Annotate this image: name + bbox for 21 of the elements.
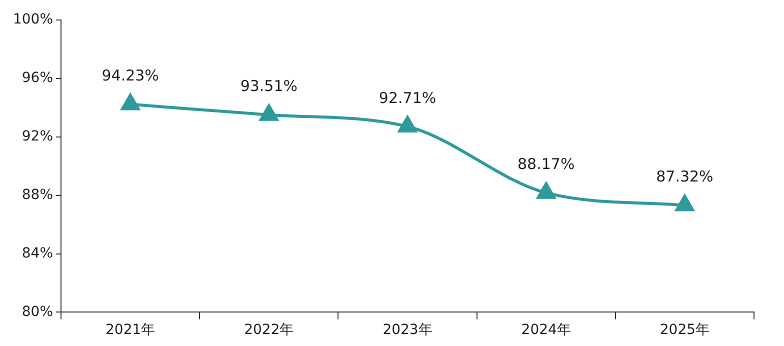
- x-tick-label: 2021年: [106, 322, 156, 338]
- data-label: 94.23%: [102, 66, 159, 85]
- point: [121, 94, 140, 110]
- data-label: 92.71%: [378, 88, 436, 107]
- x-tick-label: 2022年: [244, 322, 294, 338]
- y-tick-label: 100%: [12, 12, 54, 28]
- y-tick-label: 96%: [22, 70, 54, 86]
- point: [398, 116, 417, 133]
- point: [675, 194, 694, 212]
- y-tick-label: 92%: [22, 128, 54, 145]
- data-label: 93.51%: [240, 77, 298, 96]
- y-tick-label: 88%: [22, 186, 54, 203]
- data-label: 88.17%: [518, 155, 575, 174]
- point: [260, 104, 278, 121]
- y-tick-label: 80%: [22, 304, 54, 320]
- y-tick-label: 84%: [22, 245, 54, 262]
- data-label: 87.32%: [656, 168, 714, 186]
- x-tick-label: 2023年: [382, 322, 432, 338]
- x-tick-label: 2024年: [521, 322, 571, 338]
- x-tick-label: 2025年: [660, 322, 710, 338]
- point: [536, 182, 556, 199]
